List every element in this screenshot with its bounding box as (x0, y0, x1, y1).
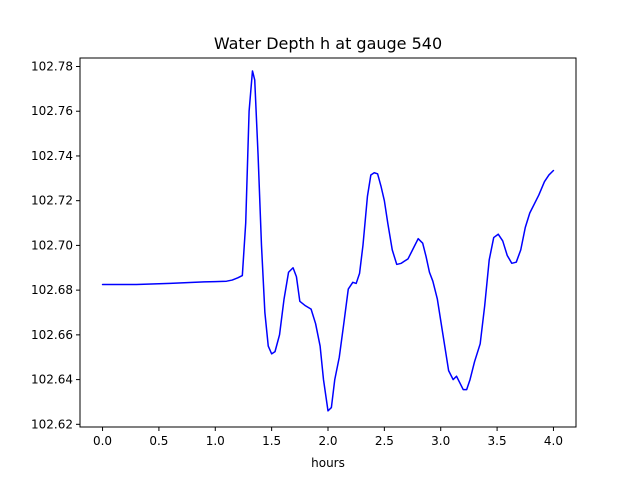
x-tick-label: 1.5 (262, 434, 281, 448)
x-axis-label: hours (311, 456, 345, 470)
y-tick-label: 102.74 (31, 149, 73, 163)
x-tick-label: 2.0 (318, 434, 337, 448)
x-tick-label: 3.5 (488, 434, 507, 448)
y-tick-label: 102.76 (31, 104, 73, 118)
x-tick-label: 0.0 (93, 434, 112, 448)
x-tick-label: 1.0 (206, 434, 225, 448)
y-tick-label: 102.70 (31, 238, 73, 252)
plot-area: 0.0 0.5 1.0 1.5 2.0 2.5 3.0 3.5 4.0 102.62 102.64 1… (31, 57, 577, 448)
series-line-0 (101, 70, 555, 412)
y-tick-label: 102.64 (31, 373, 73, 387)
x-tick-label: 0.5 (149, 434, 168, 448)
x-tick-label: 3.0 (431, 434, 450, 448)
y-tick-label: 102.62 (31, 417, 73, 431)
y-tick-label: 102.66 (31, 328, 73, 342)
y-tick-label: 102.78 (31, 59, 73, 73)
x-tick-label: 2.5 (375, 434, 394, 448)
chart-title: Water Depth h at gauge 540 (214, 34, 442, 53)
y-tick-label: 102.68 (31, 283, 73, 297)
y-tick-label: 102.72 (31, 194, 73, 208)
x-tick-label: 4.0 (544, 434, 563, 448)
